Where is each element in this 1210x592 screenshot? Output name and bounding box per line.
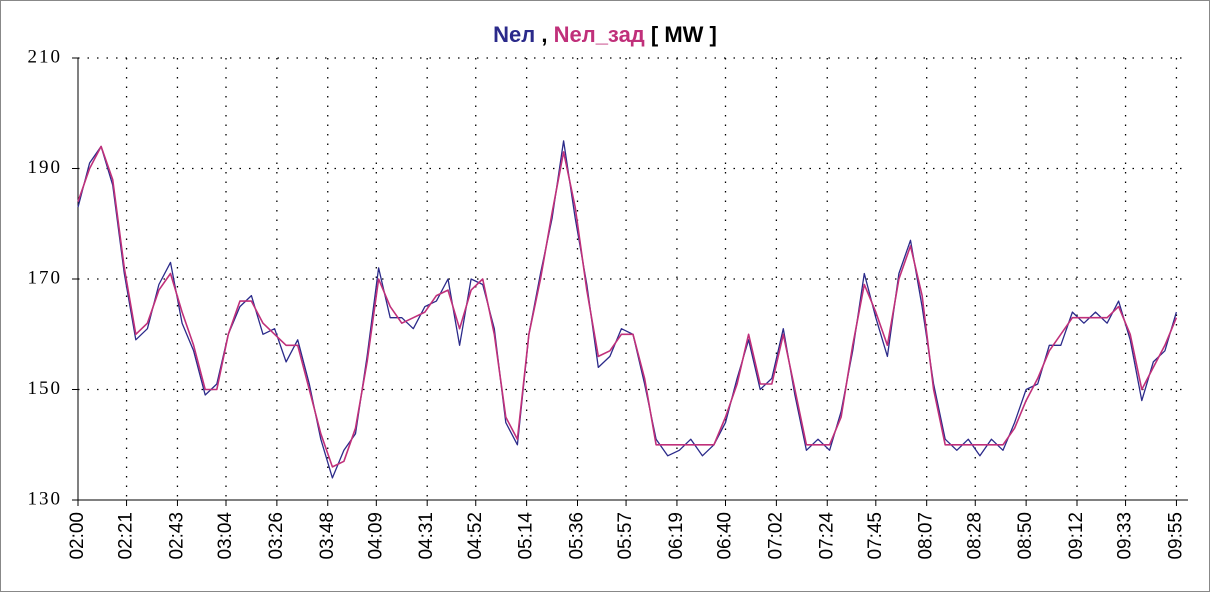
y-tick-label: 210 bbox=[28, 46, 63, 67]
title-separator: , bbox=[541, 22, 547, 47]
x-tick-label: 07:45 bbox=[865, 512, 886, 560]
x-tick-label: 02:00 bbox=[67, 512, 88, 560]
x-tick-label: 08:50 bbox=[1015, 512, 1036, 560]
x-tick-label: 07:02 bbox=[765, 512, 786, 560]
x-tick-label: 04:31 bbox=[416, 512, 437, 560]
x-tick-label: 03:26 bbox=[266, 512, 287, 560]
series-line bbox=[77, 145, 1178, 468]
x-tick-label: 02:21 bbox=[116, 512, 137, 560]
x-tick-label: 09:33 bbox=[1115, 512, 1136, 560]
x-tick-label: 05:57 bbox=[615, 512, 636, 560]
title-series-1: Nел bbox=[493, 22, 535, 47]
x-tick-label: 07:24 bbox=[816, 512, 837, 560]
y-tick-label: 150 bbox=[28, 378, 63, 399]
x-tick-label: 04:09 bbox=[365, 512, 386, 560]
x-tick-label: 08:07 bbox=[916, 512, 937, 560]
x-tick-label: 05:36 bbox=[567, 512, 588, 560]
x-tick-label: 09:55 bbox=[1165, 512, 1186, 560]
series-line bbox=[77, 140, 1178, 479]
y-tick-label: 130 bbox=[28, 488, 63, 509]
y-tick-label: 190 bbox=[28, 157, 63, 178]
x-tick-label: 03:04 bbox=[215, 512, 236, 560]
x-tick-label: 06:19 bbox=[666, 512, 687, 560]
title-series-2: Nел_зад bbox=[554, 22, 645, 47]
x-tick-label: 03:48 bbox=[317, 512, 338, 560]
x-tick-label: 08:28 bbox=[964, 512, 985, 560]
y-tick-label: 170 bbox=[28, 267, 63, 288]
x-tick-label: 09:12 bbox=[1066, 512, 1087, 560]
x-tick-label: 04:52 bbox=[465, 512, 486, 560]
title-unit: [ MW ] bbox=[651, 22, 717, 47]
chart-title: Nел , Nел_зад [ MW ] bbox=[493, 22, 717, 47]
x-tick-label: 05:14 bbox=[516, 512, 537, 560]
x-tick-label: 06:40 bbox=[715, 512, 736, 560]
x-tick-label: 02:43 bbox=[166, 512, 187, 560]
